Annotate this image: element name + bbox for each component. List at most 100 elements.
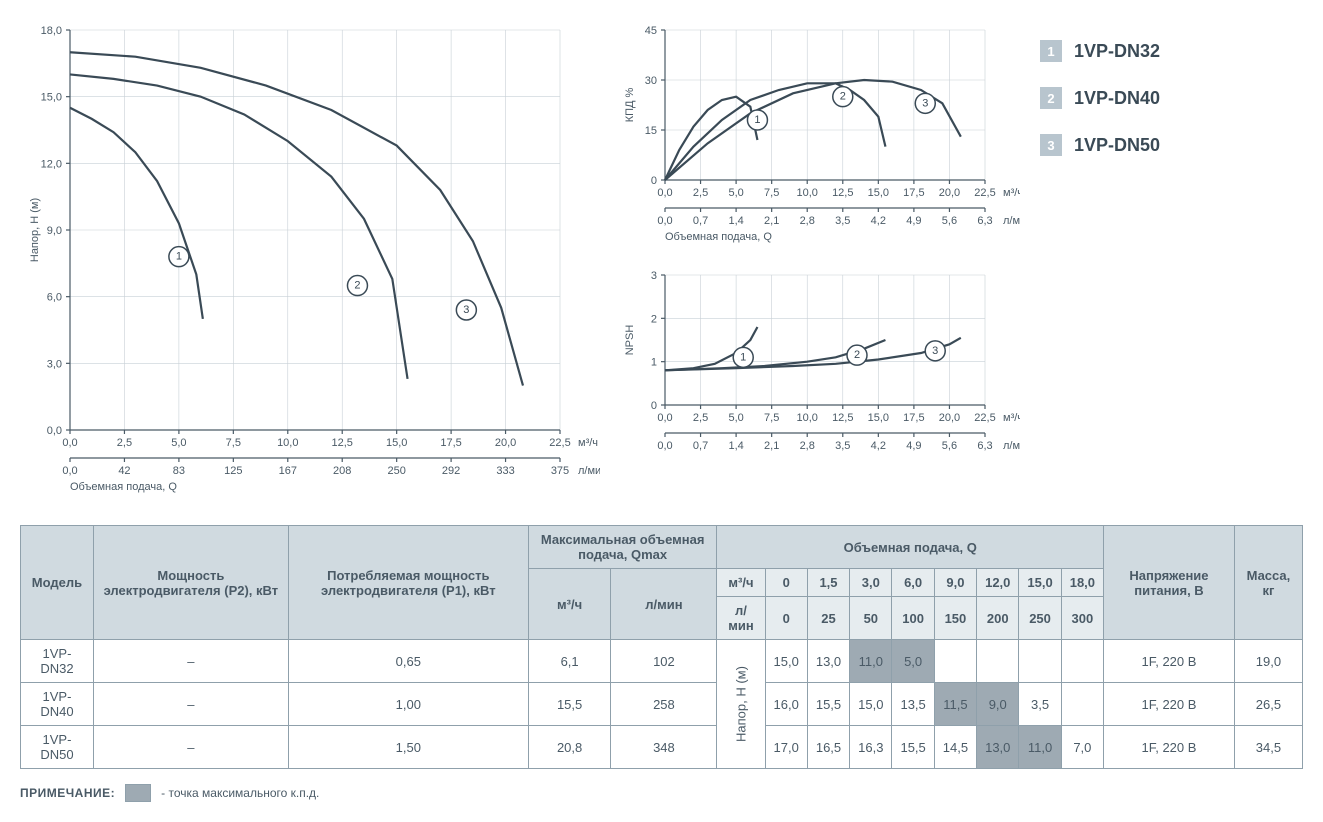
svg-text:Объемная подача, Q: Объемная подача, Q	[665, 231, 772, 243]
svg-text:2: 2	[840, 91, 846, 103]
svg-text:22,5: 22,5	[974, 187, 995, 199]
svg-text:5,0: 5,0	[171, 437, 186, 449]
svg-text:83: 83	[173, 465, 185, 477]
svg-text:0,0: 0,0	[657, 412, 672, 424]
note-text: - точка максимального к.п.д.	[161, 786, 319, 800]
svg-text:3: 3	[463, 304, 469, 316]
svg-text:5,0: 5,0	[728, 412, 743, 424]
svg-text:12,5: 12,5	[832, 187, 853, 199]
svg-text:1: 1	[740, 351, 746, 363]
svg-text:NPSH: NPSH	[624, 325, 636, 356]
svg-text:15,0: 15,0	[868, 412, 889, 424]
svg-text:17,5: 17,5	[903, 412, 924, 424]
svg-text:17,5: 17,5	[440, 437, 461, 449]
svg-text:0,7: 0,7	[693, 215, 708, 227]
svg-text:7,5: 7,5	[226, 437, 241, 449]
svg-text:3: 3	[932, 345, 938, 357]
svg-text:4,2: 4,2	[871, 440, 886, 452]
spec-table-container: МодельМощность электродвигателя (P2), кВ…	[20, 525, 1303, 769]
svg-text:22,5: 22,5	[549, 437, 570, 449]
svg-text:4,9: 4,9	[906, 440, 921, 452]
svg-text:208: 208	[333, 465, 351, 477]
chart-kpd: 01530450,02,55,07,510,012,515,017,520,02…	[620, 20, 1020, 250]
svg-text:2,5: 2,5	[693, 412, 708, 424]
svg-text:л/мин: л/мин	[578, 465, 600, 477]
svg-text:9,0: 9,0	[47, 225, 62, 237]
svg-text:10,0: 10,0	[797, 412, 818, 424]
legend-num: 3	[1040, 134, 1062, 156]
svg-text:2,8: 2,8	[800, 440, 815, 452]
svg-text:2,1: 2,1	[764, 215, 779, 227]
svg-text:л/мин: л/мин	[1003, 215, 1020, 227]
svg-text:1,4: 1,4	[728, 440, 743, 452]
svg-text:1: 1	[754, 114, 760, 126]
spec-table: МодельМощность электродвигателя (P2), кВ…	[20, 525, 1303, 769]
svg-text:6,0: 6,0	[47, 292, 62, 304]
svg-text:7,5: 7,5	[764, 412, 779, 424]
svg-text:3,0: 3,0	[47, 358, 62, 370]
svg-text:15,0: 15,0	[386, 437, 407, 449]
svg-text:10,0: 10,0	[277, 437, 298, 449]
svg-text:л/мин: л/мин	[1003, 440, 1020, 452]
svg-text:12,0: 12,0	[41, 158, 62, 170]
svg-text:15,0: 15,0	[868, 187, 889, 199]
svg-text:12,5: 12,5	[332, 437, 353, 449]
svg-text:2: 2	[854, 349, 860, 361]
svg-text:1: 1	[176, 251, 182, 263]
svg-text:375: 375	[551, 465, 569, 477]
svg-text:0,0: 0,0	[657, 215, 672, 227]
legend-num: 1	[1040, 40, 1062, 62]
legend-item: 31VP-DN50	[1040, 134, 1290, 156]
note-label: ПРИМЕЧАНИЕ:	[20, 786, 115, 800]
svg-text:22,5: 22,5	[974, 412, 995, 424]
svg-text:0,0: 0,0	[657, 187, 672, 199]
svg-text:4,9: 4,9	[906, 215, 921, 227]
svg-text:2,5: 2,5	[117, 437, 132, 449]
svg-text:5,6: 5,6	[942, 215, 957, 227]
svg-text:0,0: 0,0	[657, 440, 672, 452]
svg-text:3: 3	[922, 97, 928, 109]
svg-text:30: 30	[645, 75, 657, 87]
svg-text:6,3: 6,3	[977, 215, 992, 227]
svg-text:2,1: 2,1	[764, 440, 779, 452]
svg-text:12,5: 12,5	[832, 412, 853, 424]
svg-text:5,0: 5,0	[728, 187, 743, 199]
svg-text:0: 0	[651, 400, 657, 412]
svg-text:м³/ч: м³/ч	[1003, 412, 1020, 424]
svg-text:250: 250	[387, 465, 405, 477]
svg-text:125: 125	[224, 465, 242, 477]
svg-text:15: 15	[645, 125, 657, 137]
legend-item: 1 1VP-DN32	[1040, 40, 1290, 62]
legend-num: 2	[1040, 87, 1062, 109]
legend-label: 1VP-DN32	[1074, 41, 1160, 62]
svg-text:333: 333	[496, 465, 514, 477]
svg-text:167: 167	[279, 465, 297, 477]
svg-text:3,5: 3,5	[835, 215, 850, 227]
svg-text:0,0: 0,0	[62, 465, 77, 477]
svg-text:м³/ч: м³/ч	[1003, 187, 1020, 199]
chart-head: 0,03,06,09,012,015,018,00,02,55,07,510,0…	[20, 20, 600, 500]
svg-text:20,0: 20,0	[495, 437, 516, 449]
svg-text:18,0: 18,0	[41, 25, 62, 37]
svg-text:1: 1	[651, 357, 657, 369]
svg-text:6,3: 6,3	[977, 440, 992, 452]
svg-text:2,8: 2,8	[800, 215, 815, 227]
svg-text:3,5: 3,5	[835, 440, 850, 452]
svg-text:2: 2	[651, 313, 657, 325]
svg-text:45: 45	[645, 25, 657, 37]
note-swatch	[125, 784, 151, 802]
svg-text:Объемная подача, Q: Объемная подача, Q	[70, 481, 177, 493]
svg-text:17,5: 17,5	[903, 187, 924, 199]
svg-text:20,0: 20,0	[939, 412, 960, 424]
svg-text:0,0: 0,0	[47, 425, 62, 437]
legend: 1 1VP-DN32 21VP-DN40 31VP-DN50	[1040, 20, 1290, 500]
svg-text:4,2: 4,2	[871, 215, 886, 227]
svg-text:0,0: 0,0	[62, 437, 77, 449]
svg-text:292: 292	[442, 465, 460, 477]
svg-text:3: 3	[651, 270, 657, 282]
svg-text:1,4: 1,4	[728, 215, 743, 227]
svg-text:5,6: 5,6	[942, 440, 957, 452]
svg-text:15,0: 15,0	[41, 92, 62, 104]
legend-item: 21VP-DN40	[1040, 87, 1290, 109]
chart-npsh: 01230,02,55,07,510,012,515,017,520,022,5…	[620, 265, 1020, 465]
